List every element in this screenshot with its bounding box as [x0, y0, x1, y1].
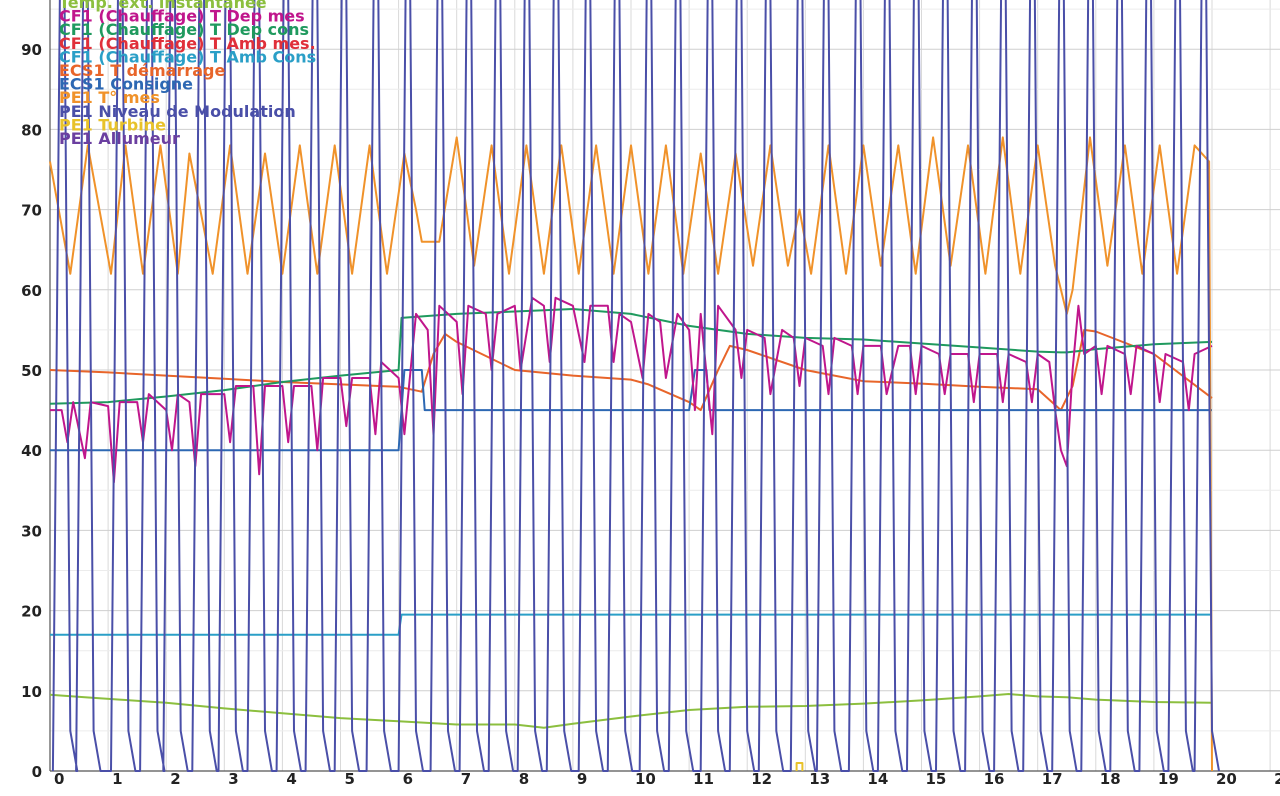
legend-entry-0: Temp. ext. instantanée	[59, 0, 267, 12]
legend-entry-3: CF1 (Chauffage) T Amb mes.	[59, 34, 316, 53]
legend-entry-9: PE1 Turbine	[59, 115, 166, 134]
x-tick-label: 1	[112, 770, 122, 788]
x-tick-label: 12	[751, 770, 772, 788]
series-line-8	[51, 0, 1220, 772]
x-tick-label: 20	[1216, 770, 1237, 788]
y-tick-label: 90	[21, 41, 42, 59]
series-line-7	[49, 136, 1213, 772]
x-tick-label: 11	[693, 770, 714, 788]
legend-entry-1: CF1 (Chauffage) T Dep mes	[59, 7, 305, 26]
x-tick-label: 6	[403, 770, 413, 788]
x-tick-label: 10	[635, 770, 656, 788]
series-group	[49, 0, 1220, 772]
legend-entry-7: PE1 T° mes	[59, 88, 160, 107]
x-tick-label: 16	[984, 770, 1005, 788]
x-tick-label: 17	[1042, 770, 1063, 788]
legend-entry-6: ECS1 Consigne	[59, 75, 193, 94]
x-tick-label: 4	[286, 770, 296, 788]
x-tick-label: 13	[809, 770, 830, 788]
series-line-9	[795, 762, 804, 771]
x-tick-label: 2	[170, 770, 180, 788]
legend-entry-2: CF1 (Chauffage) T Dep cons	[59, 20, 309, 39]
y-tick-label: 60	[21, 282, 42, 300]
x-tick-label: 15	[926, 770, 947, 788]
legend-entry-4: CF1 (Chauffage) T Amb Cons	[59, 47, 316, 66]
y-tick-label: 70	[21, 202, 42, 220]
y-tick-label: 80	[21, 121, 42, 139]
x-tick-label: 2	[1274, 770, 1280, 788]
x-tick-label: 0	[54, 770, 64, 788]
series-line-0	[49, 693, 1213, 729]
y-tick-label: 10	[21, 683, 42, 701]
x-tick-label: 14	[867, 770, 888, 788]
legend-entry-10: PE1 Allumeur	[59, 129, 180, 148]
x-tick-label: 8	[519, 770, 529, 788]
y-tick-label: 50	[21, 362, 42, 380]
x-tick-label: 9	[577, 770, 587, 788]
x-tick-label: 19	[1158, 770, 1179, 788]
y-tick-label: 20	[21, 603, 42, 621]
legend-entry-8: PE1 Niveau de Modulation	[59, 102, 296, 121]
y-tick-labels: 0 10 20 30 40 50 60 70 80 90	[21, 41, 42, 781]
x-tick-label: 5	[345, 770, 355, 788]
x-tick-labels: 0 1 2 3 4 5 6 7 8 9 10 11 12 13 14 15 16 17 18 19 20 2	[54, 770, 1280, 788]
y-tick-label: 40	[21, 442, 42, 460]
x-tick-label: 18	[1100, 770, 1121, 788]
y-tick-label: 30	[21, 522, 42, 540]
x-tick-label: 7	[461, 770, 471, 788]
series-line-2	[49, 308, 1213, 405]
legend-entry-5: ECS1 T démarrage	[59, 61, 225, 80]
y-tick-label: 0	[32, 763, 42, 781]
x-tick-label: 3	[228, 770, 238, 788]
series-line-1	[50, 296, 1213, 484]
